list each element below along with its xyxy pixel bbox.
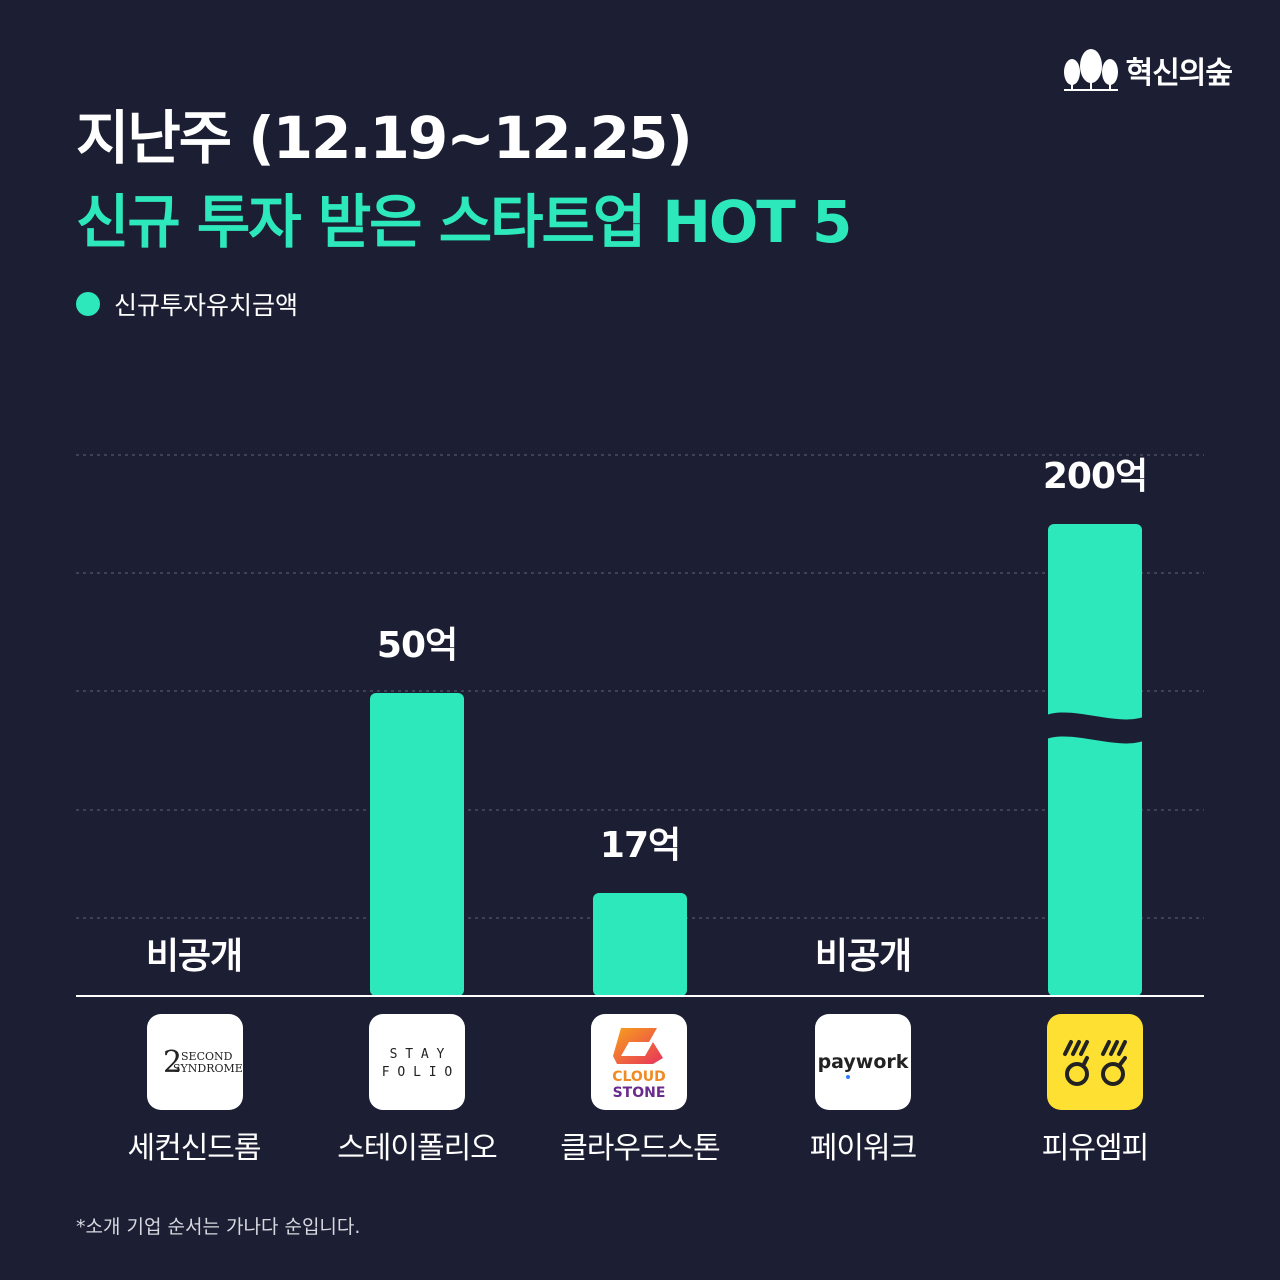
- logo-text-line2: STONE: [613, 1085, 666, 1101]
- title-headline: 신규 투자 받은 스타트업 HOT 5: [76, 188, 852, 256]
- second-syndrome-logo-icon: 2 SECOND SYNDROME: [163, 1045, 243, 1080]
- company-name-label: 클라우드스톤: [560, 1131, 720, 1166]
- bar: [370, 693, 464, 996]
- logo-paywork: paywork: [815, 1014, 911, 1110]
- bar-value-label: 비공개: [146, 936, 242, 977]
- logo-stayfolio: S T A Y F O L I O: [369, 1014, 465, 1110]
- bar: [593, 892, 687, 996]
- brand-name: 혁신의숲: [1125, 56, 1233, 91]
- bar: [1048, 524, 1142, 996]
- footnote: *소개 기업 순서는 가나다 순입니다.: [76, 1216, 361, 1238]
- bar-value-label: 17억: [600, 825, 680, 866]
- grid-lines: [76, 454, 1204, 919]
- logo-text-line2: SYNDROME: [173, 1062, 243, 1075]
- pumpp-logo-icon: [1063, 1040, 1127, 1086]
- tree-icon: [1063, 49, 1118, 91]
- logo-text-line2: F O L I O: [382, 1065, 453, 1080]
- bars: [370, 524, 1146, 996]
- page-title: 지난주 (12.19~12.25) 신규 투자 받은 스타트업 HOT 5: [76, 96, 852, 264]
- stayfolio-logo-icon: S T A Y F O L I O: [382, 1047, 453, 1080]
- paywork-logo-icon: paywork: [818, 1051, 909, 1079]
- bar-value-label: 50억: [377, 625, 457, 666]
- brand-logo: 혁신의숲: [1062, 48, 1233, 92]
- cloudstone-logo-icon: CLOUD STONE: [612, 1028, 666, 1101]
- logo-text-line1: CLOUD: [612, 1069, 666, 1085]
- bar-value-label: 비공개: [815, 936, 911, 977]
- category-labels: 세컨신드롬 스테이폴리오 클라우드스톤 페이워크 피유엠피: [128, 1131, 1150, 1166]
- logo-pumpp: [1047, 1014, 1143, 1110]
- logo-cloudstone: CLOUD STONE: [591, 1014, 687, 1110]
- title-date-range: 지난주 (12.19~12.25): [76, 104, 693, 172]
- chart-legend: 신규투자유치금액: [76, 286, 298, 322]
- bar-value-label: 200억: [1043, 456, 1147, 497]
- logo-text-line1: S T A Y: [390, 1047, 445, 1062]
- axis-break: [1044, 712, 1146, 744]
- legend-label: 신규투자유치금액: [114, 291, 299, 320]
- company-name-label: 피유엠피: [1042, 1131, 1148, 1166]
- svg-text:2: 2: [163, 1045, 182, 1080]
- company-name-label: 세컨신드롬: [128, 1131, 261, 1166]
- logo-text-line1: paywork: [818, 1051, 909, 1073]
- logo-text-line1: SECOND: [181, 1050, 233, 1063]
- logo-second-syndrome: 2 SECOND SYNDROME: [147, 1014, 243, 1110]
- legend-dot-icon: [76, 292, 100, 316]
- company-name-label: 스테이폴리오: [337, 1131, 497, 1166]
- company-name-label: 페이워크: [810, 1131, 916, 1166]
